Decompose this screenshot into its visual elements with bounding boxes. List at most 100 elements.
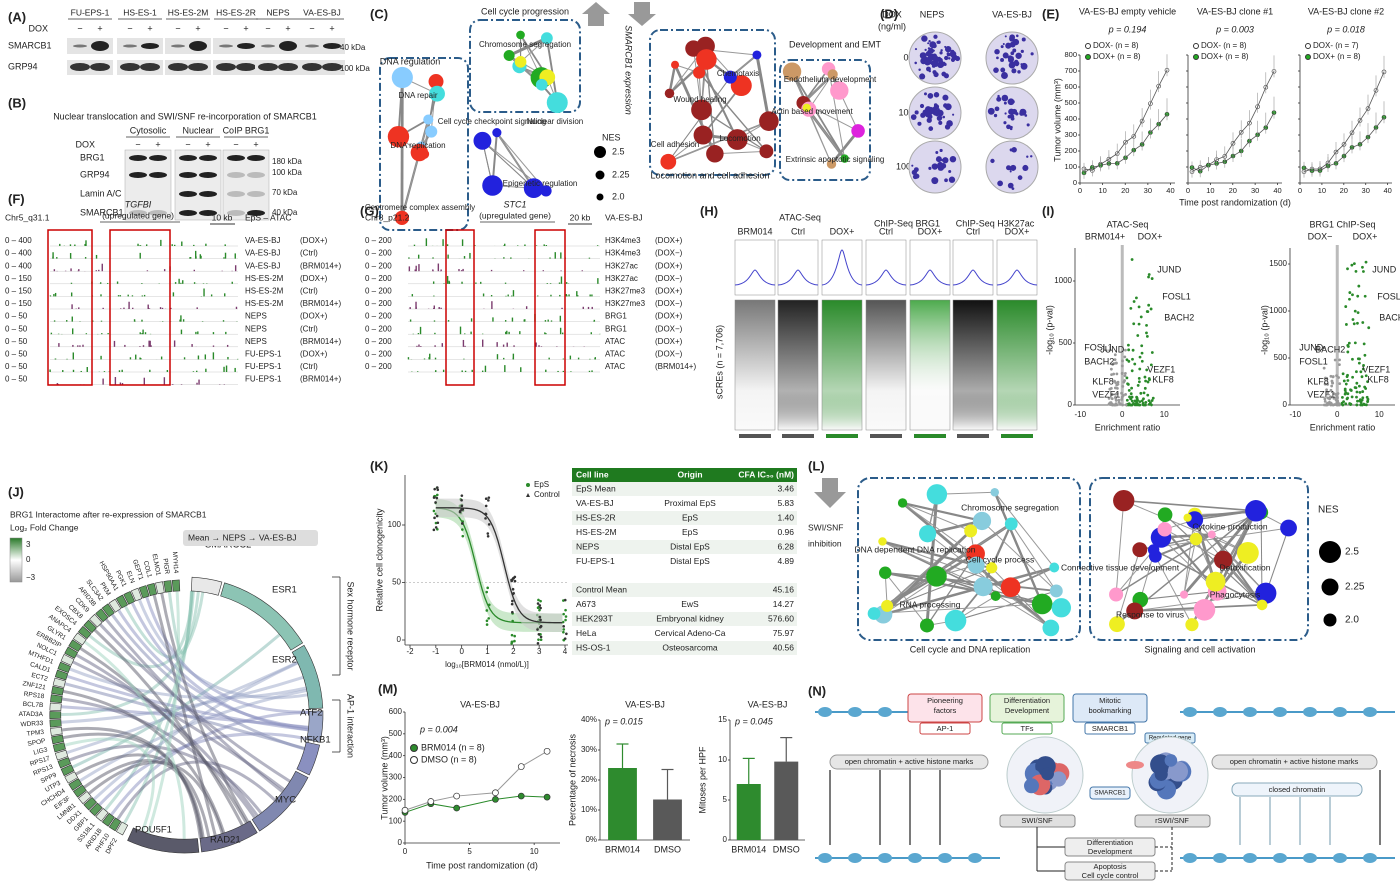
band: [123, 44, 137, 48]
edge: [1183, 538, 1197, 595]
table-row: [572, 496, 797, 511]
volcano-point: [1144, 379, 1147, 383]
gene-segment: [83, 619, 97, 634]
colony: [1003, 101, 1007, 105]
colony: [946, 120, 953, 127]
gene-segment: [57, 661, 72, 673]
colony: [941, 71, 947, 77]
chord: [64, 737, 155, 833]
table-cell: VA-ES-BJ: [576, 498, 614, 508]
target-segment: [199, 820, 258, 853]
label: log₁₀[BRM014 (nmol/L)]: [445, 660, 529, 669]
label: NFKB1: [300, 735, 331, 746]
volcano-point: [1355, 381, 1359, 385]
label: 0 – 400: [5, 249, 32, 258]
target-segment: [306, 710, 324, 743]
label: 0 – 200: [365, 249, 392, 258]
volcano-point: [1138, 367, 1142, 371]
label: (DOX+): [655, 236, 683, 245]
volcano-point: [1355, 395, 1358, 399]
colony: [996, 56, 999, 60]
profile: [909, 269, 951, 286]
colony: [910, 114, 917, 120]
node: [691, 99, 712, 121]
legend-marker: [1305, 43, 1311, 49]
band: [199, 191, 217, 197]
label: ESR2: [272, 655, 297, 666]
volcano-point: [1144, 400, 1148, 404]
table-cell: FU-EPS-1: [576, 556, 615, 566]
colony: [938, 120, 943, 125]
volcano-point: [1141, 401, 1145, 405]
volcano-point: [1130, 399, 1134, 403]
node: [881, 599, 894, 612]
table-cell: HS-ES-2M: [576, 527, 617, 537]
tick-label: 30%: [581, 745, 597, 754]
label-box: [1211, 754, 1378, 770]
label: open chromatin + active histone marks: [1230, 757, 1359, 766]
node: [972, 511, 992, 531]
label: (Ctrl): [300, 324, 318, 333]
tick-label: 600: [1064, 82, 1077, 91]
colony: [993, 67, 999, 74]
data-point: [487, 496, 491, 499]
data-point: [486, 534, 490, 538]
tick-label: 0: [1120, 410, 1125, 419]
trend-line: [1083, 113, 1168, 174]
label: SWI/SNF: [808, 522, 843, 532]
volcano-point: [1361, 265, 1364, 269]
band: [227, 210, 245, 216]
label: VEZF1: [1362, 364, 1390, 374]
label: BRG1: [605, 312, 627, 321]
label: Differentiation: [1087, 838, 1133, 847]
label: GRP94: [8, 61, 38, 71]
table-row: [572, 597, 797, 612]
gene-segment: [68, 639, 83, 652]
table-cell: EpS: [682, 512, 698, 522]
node: [1245, 500, 1267, 522]
data-point: [427, 798, 435, 805]
colony: [1015, 52, 1022, 59]
volcano-point: [1135, 395, 1139, 399]
chord: [146, 590, 180, 835]
colony: [1012, 61, 1018, 66]
edge: [830, 130, 860, 165]
trend-line: [1191, 112, 1275, 172]
volcano-point: [1123, 355, 1127, 359]
node: [516, 30, 525, 40]
volcano-point: [1150, 277, 1154, 280]
volcano-point: [1133, 362, 1137, 366]
chord: [79, 646, 248, 824]
node: [685, 40, 702, 57]
gene-label: ELN: [125, 570, 136, 585]
edge: [884, 572, 928, 626]
heatmap: [865, 299, 907, 431]
gene-segment: [54, 669, 69, 681]
label: Chr8_p21.2: [365, 212, 410, 222]
edge: [902, 502, 971, 532]
label: KLF8: [1307, 376, 1329, 386]
colony: [922, 55, 928, 61]
volcano-point: [1125, 358, 1129, 362]
edge: [874, 603, 1043, 614]
volcano-point: [1362, 364, 1365, 367]
volcano-point: [1346, 379, 1350, 382]
volcano-point: [1364, 374, 1368, 378]
label: KLF8: [1367, 374, 1389, 384]
data-point: [434, 501, 437, 504]
volcano-point: [1352, 322, 1356, 326]
label: FU-EPS-1: [71, 7, 110, 17]
label: Connective tissue development: [1061, 562, 1180, 572]
data-point: [543, 793, 551, 801]
label: POU5F1: [135, 825, 172, 836]
label: (ng/ml): [878, 21, 906, 31]
label: SMARCB1: [1092, 724, 1128, 733]
band: [302, 63, 322, 71]
band: [219, 44, 233, 48]
band: [199, 172, 217, 178]
label: FOSL1: [1084, 342, 1113, 352]
data-point: [487, 523, 491, 526]
label: DOX+: [1138, 231, 1163, 241]
tick-label: 40%: [581, 715, 597, 724]
edge: [994, 491, 1055, 568]
